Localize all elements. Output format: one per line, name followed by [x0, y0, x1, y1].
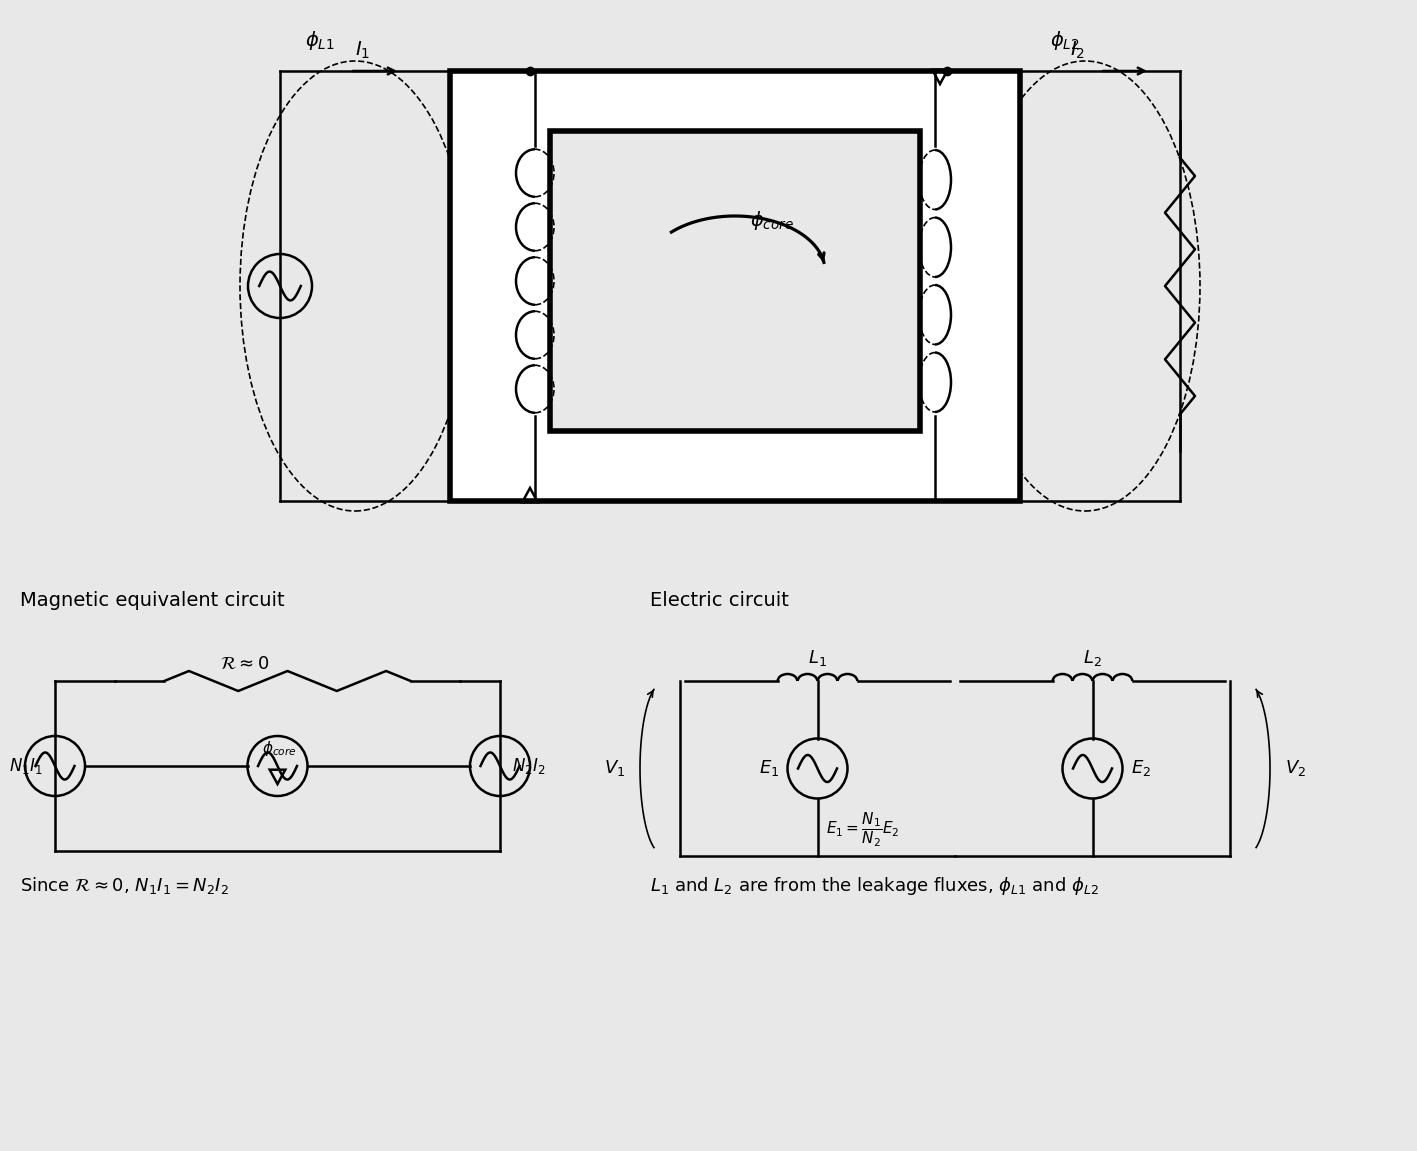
Text: $E_1$: $E_1$: [760, 759, 779, 778]
Text: Electric circuit: Electric circuit: [650, 590, 789, 610]
Text: $L_1$: $L_1$: [808, 648, 828, 668]
Bar: [550, 131, 920, 430]
Bar: [451, 71, 1020, 501]
Text: $\mathcal{R} \approx 0$: $\mathcal{R} \approx 0$: [220, 655, 269, 673]
Text: $E_2$: $E_2$: [1131, 759, 1151, 778]
Text: $N_1 I_1$: $N_1 I_1$: [10, 756, 43, 776]
Text: $N_2 I_2$: $N_2 I_2$: [512, 756, 546, 776]
Text: $I_2$: $I_2$: [1070, 40, 1085, 61]
Text: Magnetic equivalent circuit: Magnetic equivalent circuit: [20, 590, 285, 610]
Text: $E_1 = \dfrac{N_1}{N_2} E_2$: $E_1 = \dfrac{N_1}{N_2} E_2$: [826, 810, 898, 848]
Text: $V_2$: $V_2$: [1285, 759, 1306, 778]
Text: $\phi_{core}$: $\phi_{core}$: [750, 209, 794, 233]
Text: $\phi_{L1}$: $\phi_{L1}$: [305, 29, 334, 52]
Text: $\phi_{core}$: $\phi_{core}$: [262, 739, 298, 759]
Text: $\phi_{L2}$: $\phi_{L2}$: [1050, 29, 1080, 52]
Text: $I_1$: $I_1$: [356, 40, 370, 61]
Text: $L_2$: $L_2$: [1083, 648, 1102, 668]
Text: Since $\mathcal{R}\approx 0$, $N_1 I_1 = N_2 I_2$: Since $\mathcal{R}\approx 0$, $N_1 I_1 =…: [20, 875, 228, 895]
Text: $L_1$ and $L_2$ are from the leakage fluxes, $\phi_{L1}$ and $\phi_{L2}$: $L_1$ and $L_2$ are from the leakage flu…: [650, 875, 1100, 897]
Text: $V_1$: $V_1$: [604, 759, 625, 778]
